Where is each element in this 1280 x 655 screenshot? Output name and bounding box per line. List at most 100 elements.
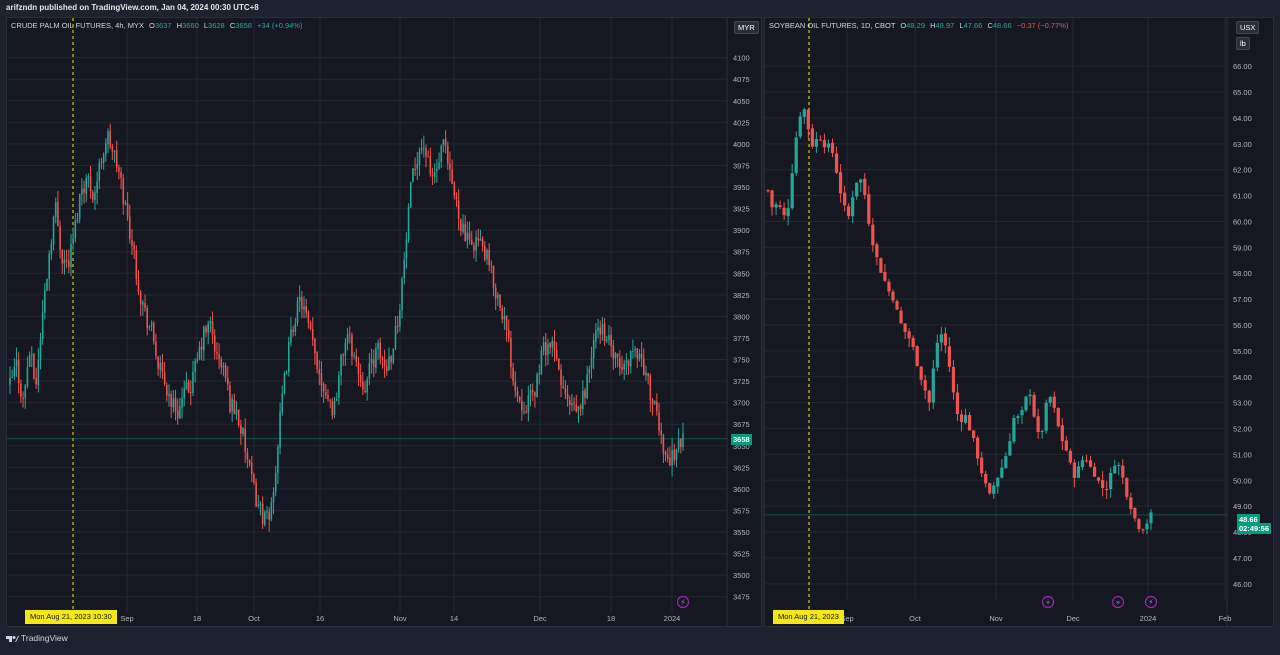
candle-body [830, 142, 835, 154]
candle-body [802, 109, 806, 117]
candle-body [285, 372, 288, 374]
legend-c-label: C [987, 21, 993, 30]
candle-body [677, 438, 680, 449]
y-tick-label: 3950 [733, 183, 750, 192]
candle-body [220, 359, 223, 368]
candle-body [992, 485, 996, 494]
candle-body [274, 472, 277, 492]
candle-body [1092, 466, 1097, 477]
candle-body [534, 392, 536, 397]
candle-body [91, 191, 94, 200]
y-tick-label: 49.00 [1233, 502, 1252, 511]
candle-body [83, 188, 85, 193]
candle-body [388, 356, 390, 371]
candle-body [279, 411, 281, 448]
candle-body [28, 354, 31, 367]
candle-body [518, 396, 521, 401]
legend-o-label: O [900, 21, 907, 30]
candle-body [131, 239, 133, 246]
candle-body [525, 411, 527, 413]
chart-panel-palm-oil[interactable]: 4100 4075 4050 4025 4000 3975 3950 3925 3900 3875… [6, 17, 762, 627]
candle-body [183, 388, 186, 399]
candle-body [144, 303, 146, 308]
candle-body [529, 390, 532, 396]
candle-body [605, 339, 608, 341]
candle-body [24, 385, 27, 398]
unit-label[interactable]: lb [1236, 37, 1250, 50]
candle-body [298, 296, 301, 301]
candle-body [89, 176, 92, 192]
candle-body [427, 156, 429, 158]
candle-body [470, 239, 473, 245]
soybean-oil-chart-canvas[interactable]: 66.00 65.00 64.00 63.00 62.00 61.00 60.00 59.00… [765, 18, 1274, 627]
candle-body [335, 398, 338, 401]
footer-brand: TradingView [21, 633, 68, 643]
candle-body [50, 243, 53, 255]
candle-body [322, 384, 325, 392]
candle-body [595, 330, 597, 342]
legend-l-label: L [959, 21, 964, 30]
chart-panel-soybean-oil[interactable]: 66.00 65.00 64.00 63.00 62.00 61.00 60.00 59.00… [764, 17, 1274, 627]
candle-body [11, 376, 13, 378]
candle-body [642, 358, 645, 376]
candle-body [847, 206, 851, 216]
candle-body [198, 347, 201, 360]
candle-body [301, 297, 303, 309]
candle-body [1088, 460, 1093, 467]
candle-body [475, 237, 477, 251]
candle-body [124, 203, 127, 205]
candle-body [235, 409, 238, 415]
candle-body [74, 220, 77, 239]
candle-body [516, 391, 519, 396]
candle-body [372, 359, 375, 368]
candle-body [640, 354, 643, 359]
currency-label[interactable]: MYR [734, 21, 759, 34]
candle-body [209, 320, 212, 324]
candle-body [875, 244, 879, 258]
candle-body [264, 512, 266, 525]
candle-body [211, 321, 214, 336]
candle-body [608, 335, 610, 341]
candle-body [786, 207, 790, 217]
candle-body [774, 204, 778, 208]
palm-oil-chart-canvas[interactable]: 4100 4075 4050 4025 4000 3975 3950 3925 3900 3875… [7, 18, 762, 627]
candle-body [196, 359, 199, 362]
candle-body [505, 315, 508, 330]
candle-body [394, 326, 397, 349]
candle-body [1129, 497, 1133, 509]
candle-body [366, 379, 368, 393]
candle-body [1008, 441, 1012, 456]
candle-body [673, 449, 676, 461]
y-tick-label: 59.00 [1233, 243, 1252, 252]
candle-body [536, 374, 538, 398]
currency-label[interactable]: USX [1236, 21, 1260, 34]
candle-body [440, 145, 443, 163]
candle-body [662, 434, 665, 454]
candle-body [237, 409, 240, 426]
candle-body [675, 448, 678, 460]
candle-body [943, 333, 947, 346]
candle-body [13, 366, 16, 377]
candle-body [531, 390, 534, 392]
candle-body [1004, 456, 1008, 469]
dividend-event-icon-glyph: » [1116, 599, 1120, 607]
legend-high: 3660 [182, 21, 199, 30]
legend-h-label: H [930, 21, 936, 30]
y-tick-label: 3900 [733, 226, 750, 235]
candle-body [571, 403, 573, 406]
publish-header: arifzndn published on TradingView.com, J… [0, 0, 1280, 16]
candle-body [287, 342, 290, 372]
candle-body [113, 150, 116, 152]
candle-body [460, 219, 462, 232]
palm-oil-legend: CRUDE PALM OIL FUTURES, 4h, MYX O3637 H3… [11, 20, 302, 32]
candle-body [379, 342, 382, 358]
y-tick-label: 3975 [733, 161, 750, 170]
candle-body [240, 424, 242, 434]
y-tick-label: 66.00 [1233, 62, 1252, 71]
candle-body [669, 458, 671, 466]
candle-body [52, 216, 55, 245]
candle-body [311, 329, 314, 340]
candle-body [314, 339, 316, 354]
candle-body [623, 363, 625, 370]
candle-body [122, 178, 125, 204]
